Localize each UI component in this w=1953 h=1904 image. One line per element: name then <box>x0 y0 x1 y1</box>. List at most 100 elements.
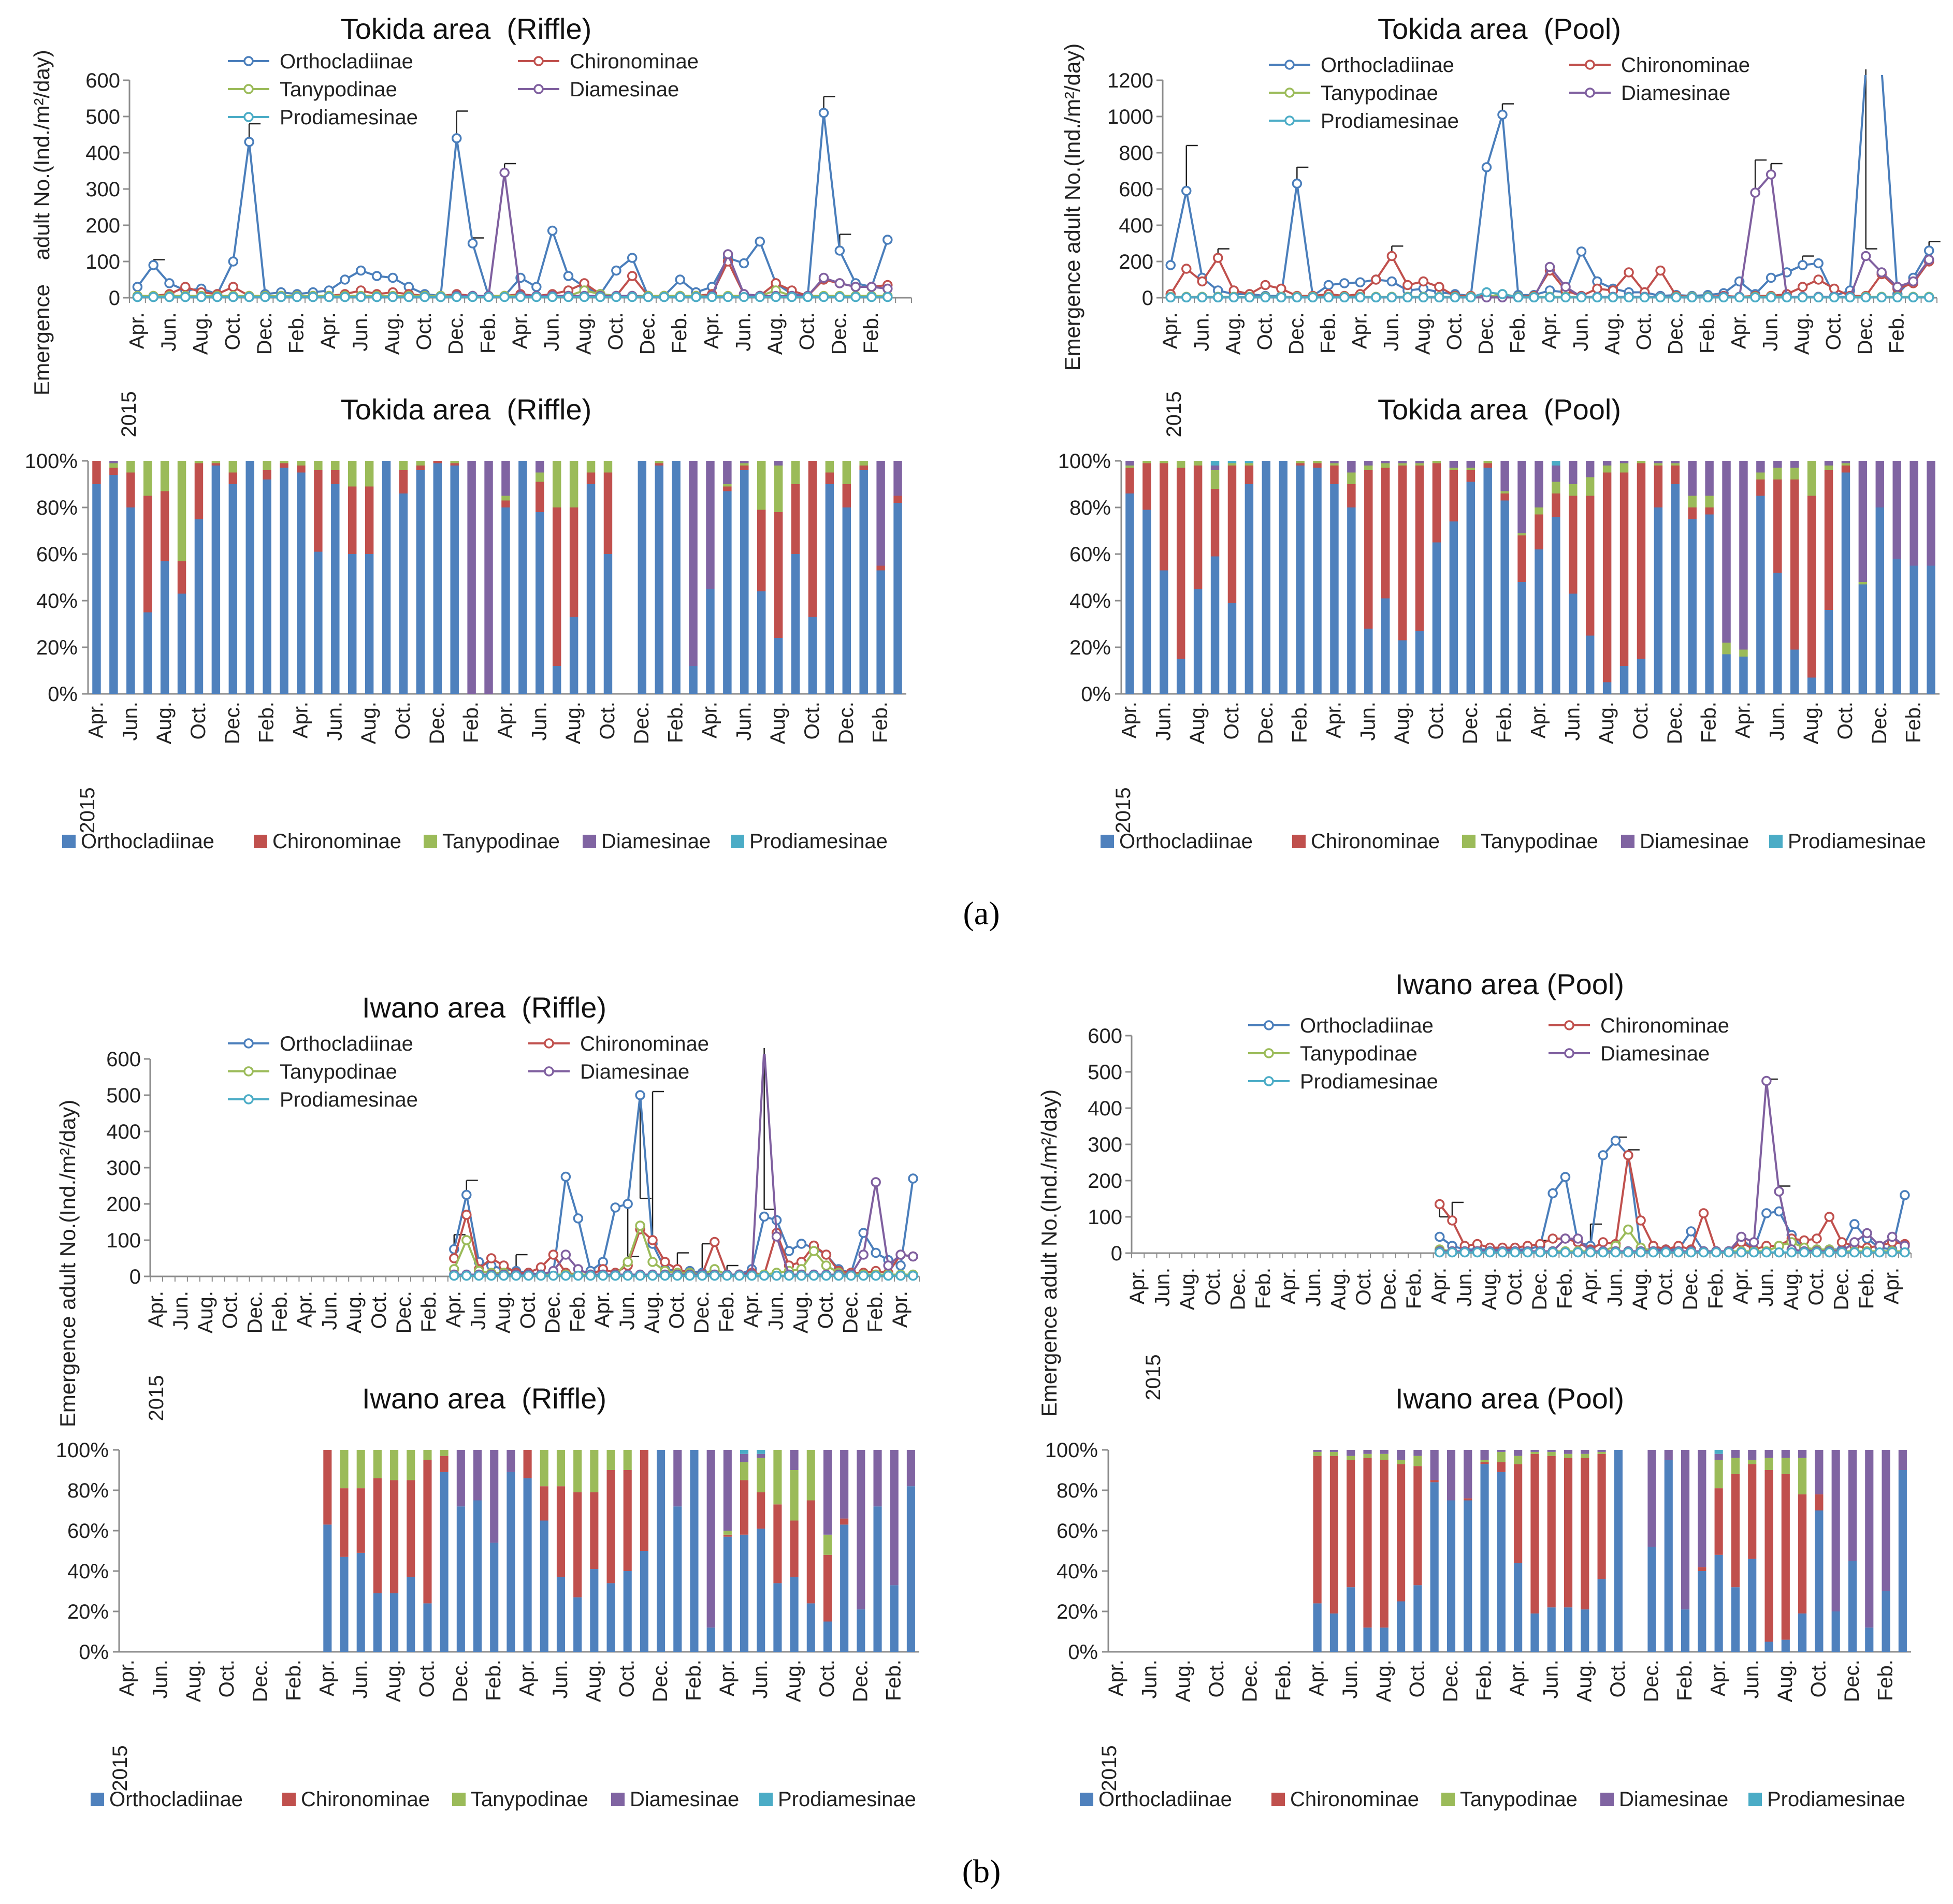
iwano-riffle-line-point-tanypodinae <box>821 1260 832 1271</box>
tokida-pool-pct-bar-chironominae <box>1296 463 1305 466</box>
tokida-riffle-pct-bar-tanypodinae <box>194 461 204 463</box>
tokida-riffle-line-xtick-label: Jun. <box>732 312 755 352</box>
tokida-riffle-line-point-prodiamesinae <box>340 292 350 302</box>
tokida-pool-pct-bar-orthocladiinae <box>1517 582 1526 694</box>
tokida-pool-pct-legend-swatch <box>1292 835 1306 848</box>
tokida-riffle-line-ytick-label: 400 <box>85 142 120 165</box>
iwano-pool-pct-xtick-label: Jun. <box>1740 1660 1763 1699</box>
iwano-pool-pct-legend-swatch <box>1080 1793 1093 1806</box>
iwano-riffle-line-xtick-label: Apr. <box>740 1291 763 1328</box>
tokida-riffle-pct-bar-tanypodinae <box>365 461 374 487</box>
tokida-riffle-line-ytick-label: 100 <box>85 251 120 273</box>
tokida-pool-pct-bar-diamesinae <box>1790 461 1799 468</box>
tokida-pool-line-title: Tokida area (Pool) <box>1378 12 1621 45</box>
tokida-riffle-pct-bar-orthocladiinae <box>433 463 442 694</box>
tokida-pool-pct-legend-swatch <box>1769 835 1783 848</box>
tokida-pool-line-ytick-label: 400 <box>1119 214 1153 237</box>
tokida-riffle-line-point-orthocladiinae <box>563 271 574 281</box>
tokida-pool-line-chart: Tokida area (Pool) 0 200 400 600 800 1000 1200 E… <box>1060 12 1941 437</box>
iwano-riffle-pct-bar-diamesinae <box>490 1450 499 1543</box>
iwano-pool-pct-bar-orthocladiinae <box>1413 1585 1422 1652</box>
tokida-riffle-pct-bar-tanypodinae <box>143 461 152 496</box>
iwano-riffle-pct-legend-label: Tanypodinae <box>471 1788 588 1811</box>
iwano-riffle-pct-bar-chironominae <box>606 1470 615 1583</box>
tokida-riffle-line-point-prodiamesinae <box>180 292 191 302</box>
iwano-riffle-pct-bar-chironominae <box>340 1488 349 1557</box>
tokida-riffle-pct-bar-tanypodinae <box>160 461 169 491</box>
iwano-riffle-line-xtick-label: Aug. <box>194 1291 217 1333</box>
tokida-pool-line-point-chironominae <box>1655 265 1666 276</box>
tokida-pool-pct-bar-tanypodinae <box>1125 466 1134 468</box>
iwano-riffle-pct-bar-chironominae <box>440 1456 449 1472</box>
tokida-pool-line-ytick-label: 1000 <box>1107 106 1153 128</box>
tokida-pool-pct-bar-tanypodinae <box>1619 463 1629 473</box>
tokida-riffle-pct-bar-diamesinae <box>774 461 783 466</box>
iwano-pool-line-point-prodiamesinae <box>1459 1247 1470 1258</box>
iwano-pool-line-point-prodiamesinae <box>1472 1247 1483 1258</box>
tokida-pool-pct-bar-tanypodinae <box>1466 468 1475 470</box>
iwano-pool-pct-bar-diamesinae <box>1329 1450 1339 1452</box>
tokida-pool-line-ylabel: Emergence adult No.(Ind./m²/day) <box>1060 43 1084 371</box>
tokida-riffle-pct-bar-orthocladiinae <box>280 468 288 694</box>
tokida-pool-pct-legend-label: Chironominae <box>1311 830 1440 853</box>
iwano-riffle-line-point-chironominae <box>647 1235 658 1245</box>
iwano-riffle-line-point-prodiamesinae <box>560 1270 571 1281</box>
iwano-pool-line-point-prodiamesinae <box>1510 1247 1521 1258</box>
iwano-riffle-line-point-tanypodinae <box>808 1246 819 1256</box>
iwano-riffle-line-point-tanypodinae <box>647 1257 658 1267</box>
iwano-riffle-pct-bar-tanypodinae <box>407 1450 415 1480</box>
iwano-pool-line-point-chironominae <box>1447 1215 1457 1226</box>
tokida-riffle-line-xtick-label: Jun. <box>349 312 372 352</box>
tokida-pool-pct-bar-tanypodinae <box>1858 582 1868 585</box>
iwano-riffle-line-point-prodiamesinae <box>895 1270 906 1281</box>
iwano-riffle-pct-xtick-label: Dec. <box>449 1660 472 1702</box>
tokida-pool-pct-bar-tanypodinae <box>1415 463 1424 466</box>
tokida-riffle-line-xtick-label: Dec. <box>828 312 850 355</box>
tokida-pool-line-point-prodiamesinae <box>1734 292 1745 303</box>
iwano-pool-pct-bar-orthocladiinae <box>1781 1639 1790 1652</box>
iwano-riffle-line-point-prodiamesinae <box>808 1270 819 1281</box>
tokida-riffle-line-legend-marker <box>243 56 254 66</box>
iwano-pool-pct-bar-chironominae <box>1363 1458 1372 1628</box>
tokida-riffle-line-legend-label: Chironominae <box>570 50 699 73</box>
iwano-pool-line-xtick-label: Dec. <box>1679 1268 1702 1310</box>
iwano-riffle-line-xtick-label: Apr. <box>591 1291 614 1328</box>
tokida-pool-line-point-prodiamesinae <box>1292 292 1303 303</box>
iwano-pool-line-point-chironominae <box>1623 1150 1633 1160</box>
iwano-pool-line-point-diamesinae <box>1862 1228 1872 1239</box>
iwano-riffle-pct-chart: Iwano area (Riffle) 0% 20% 40% 60% 80% 100% Apr… <box>56 1382 919 1811</box>
tokida-pool-line-point-chironominae <box>1813 274 1824 285</box>
tokida-pool-line-point-prodiamesinae <box>1829 292 1840 303</box>
tokida-pool-pct-bar-orthocladiinae <box>1381 598 1390 694</box>
iwano-riffle-pct-bar-diamesinae <box>473 1450 482 1501</box>
tokida-riffle-pct-bar-orthocladiinae <box>518 461 527 694</box>
iwano-riffle-pct-bar-prodiamesinae <box>740 1450 749 1454</box>
iwano-riffle-pct-legend-swatch <box>282 1793 296 1806</box>
iwano-pool-pct-xtick-label: Jun. <box>1339 1660 1362 1699</box>
tokida-riffle-pct-xtick-label: Apr. <box>289 702 312 738</box>
iwano-pool-line-legend-label: Prodiamesinae <box>1300 1070 1438 1093</box>
iwano-pool-pct-bar-chironominae <box>1329 1456 1339 1614</box>
iwano-pool-pct-legend-swatch <box>1748 1793 1762 1806</box>
tokida-pool-pct-bar-diamesinae <box>1347 461 1356 473</box>
tokida-pool-pct-bar-tanypodinae <box>1756 472 1765 479</box>
tokida-riffle-line-ytick-label: 0 <box>109 287 120 310</box>
tokida-riffle-line-point-prodiamesinae <box>132 292 143 302</box>
iwano-riffle-line-ytick-label: 400 <box>106 1121 141 1143</box>
iwano-pool-pct-bar-orthocladiinae <box>1848 1561 1857 1652</box>
iwano-pool-pct-bar-orthocladiinae <box>1329 1613 1339 1652</box>
iwano-riffle-line-point-diamesinae <box>560 1249 571 1260</box>
iwano-pool-pct-bar-chironominae <box>1764 1470 1773 1642</box>
tokida-pool-line-xtick-label: Aug. <box>1411 312 1434 355</box>
iwano-riffle-pct-ytick-label: 80% <box>67 1479 109 1502</box>
tokida-riffle-line-xtick-label: Oct. <box>221 312 244 350</box>
iwano-riffle-line-xtick-label: Apr. <box>442 1291 465 1328</box>
tokida-pool-pct-xtick-label: Aug. <box>1595 702 1618 744</box>
tokida-riffle-line-point-orthocladiinae <box>627 253 638 263</box>
tokida-riffle-pct-bar-tanypodinae <box>263 461 271 470</box>
iwano-pool-line-legend-label: Tanypodinae <box>1300 1042 1417 1065</box>
tokida-pool-pct-bar-orthocladiinae <box>1364 629 1373 694</box>
iwano-pool-pct-bar-diamesinae <box>1898 1450 1907 1470</box>
tokida-pool-pct-title: Tokida area (Pool) <box>1378 393 1621 426</box>
